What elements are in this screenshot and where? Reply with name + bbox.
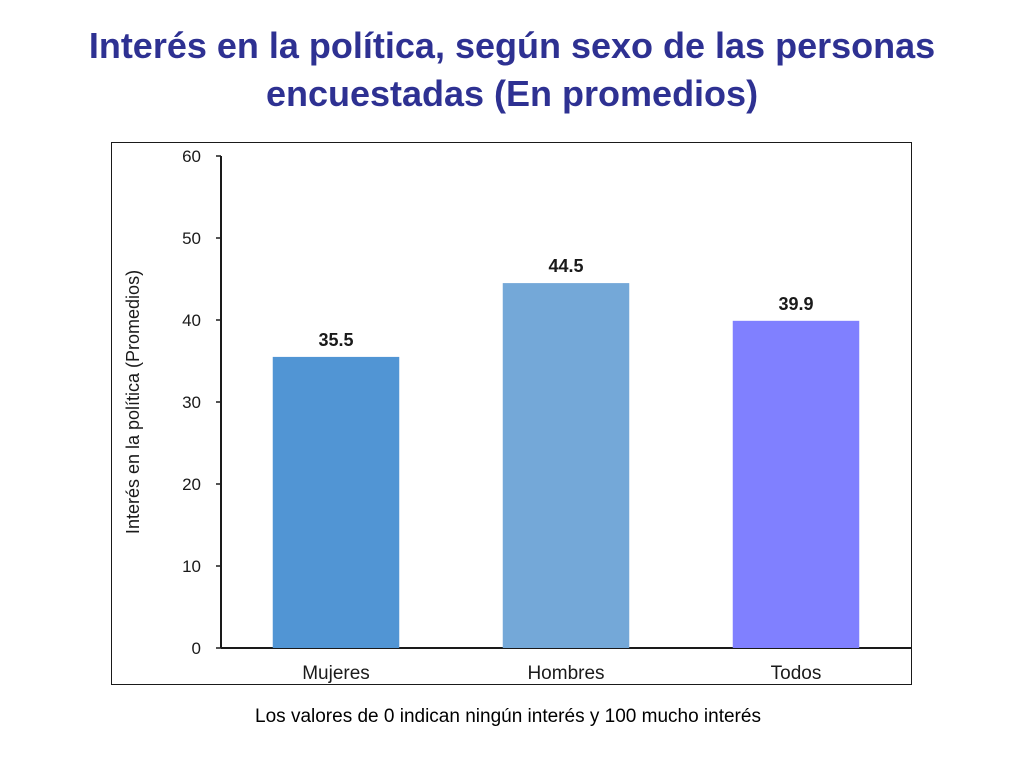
data-label: 44.5 [548,256,583,276]
y-tick-label: 0 [192,639,201,658]
bars [272,283,860,648]
y-axis-title: Interés en la política (Promedios) [123,270,143,534]
x-tick-label: Mujeres [302,663,370,684]
bar-hombres [502,283,630,648]
y-tick-label: 20 [182,475,201,494]
y-tick-label: 10 [182,557,201,576]
y-tick-label: 50 [182,229,201,248]
data-label: 39.9 [778,294,813,314]
bar-mujeres [272,356,400,648]
chart-frame: 0 10 20 30 40 50 60 Mujeres Hombres Todos 35.5 44… [111,142,912,685]
x-axis: Mujeres Hombres Todos [221,647,911,684]
page-title: Interés en la política, según sexo de la… [88,25,936,114]
y-tick-label: 30 [182,393,201,412]
y-tick-label: 60 [182,147,201,166]
y-axis: 0 10 20 30 40 50 60 [182,147,222,658]
x-tick-label: Todos [771,663,822,684]
data-label: 35.5 [318,330,353,350]
x-tick-label: Hombres [527,663,604,684]
footnote: Los valores de 0 indican ningún interés … [255,706,761,727]
bar-chart: 0 10 20 30 40 50 60 Mujeres Hombres Todos 35.5 44… [123,147,911,684]
bar-todos [732,320,860,648]
y-tick-label: 40 [182,311,201,330]
data-labels: 35.5 44.5 39.9 [318,256,813,350]
